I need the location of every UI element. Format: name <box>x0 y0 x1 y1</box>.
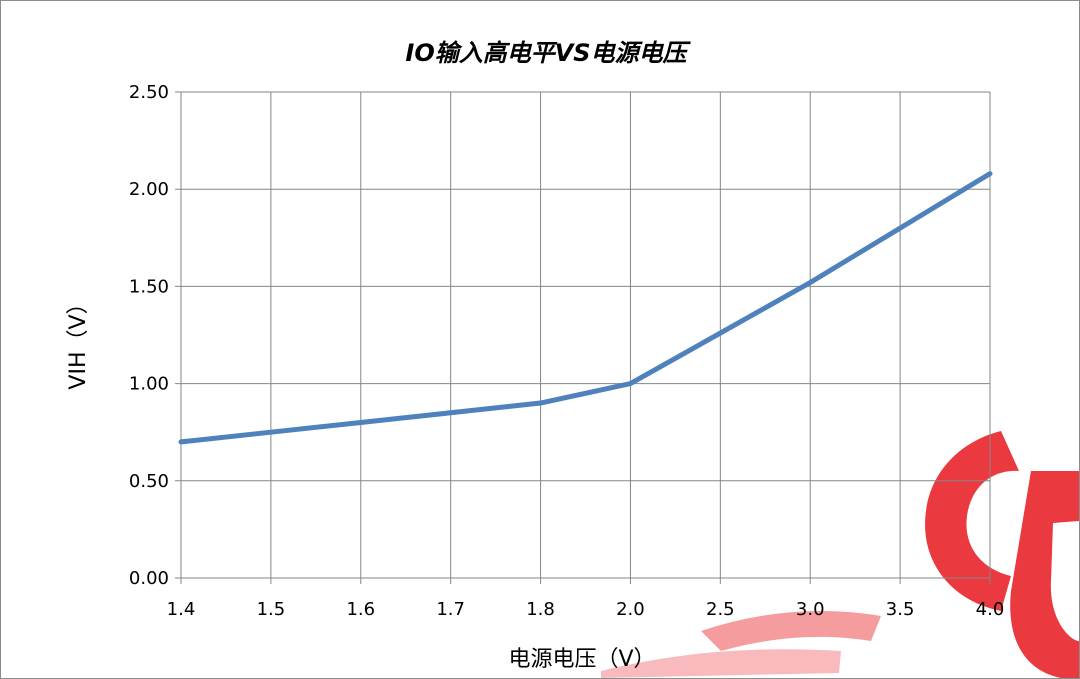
x-tick-label: 1.5 <box>257 599 286 620</box>
y-axis-ticks: 0.00 0.50 1.00 1.50 2.00 2.50 <box>129 82 169 589</box>
series-group <box>178 171 993 445</box>
x-axis-title: 电源电压（V） <box>508 647 655 672</box>
x-tick-label: 1.4 <box>167 599 196 620</box>
y-tick-label: 1.50 <box>129 276 169 297</box>
chart-title: IO输入高电平VS电源电压 <box>405 39 691 67</box>
grid-lines <box>175 91 991 584</box>
x-tick-label: 3.0 <box>796 599 825 620</box>
series-line <box>178 171 993 445</box>
x-tick-label: 1.7 <box>436 599 465 620</box>
y-axis-title: VIH（V） <box>66 292 91 389</box>
x-tick-label: 2.5 <box>706 599 735 620</box>
y-tick-label: 1.00 <box>129 374 169 395</box>
y-tick-label: 0.00 <box>129 568 169 589</box>
y-tick-label: 2.00 <box>129 179 169 200</box>
y-tick-label: 0.50 <box>129 471 169 492</box>
x-tick-label: 2.0 <box>616 599 645 620</box>
x-tick-label: 3.5 <box>886 599 915 620</box>
x-tick-label: 1.6 <box>346 599 375 620</box>
x-axis-ticks: 1.4 1.5 1.6 1.7 1.8 2.0 2.5 3.0 3.5 4.0 <box>167 599 1005 620</box>
y-tick-label: 2.50 <box>129 82 169 103</box>
x-tick-label: 4.0 <box>976 599 1005 620</box>
x-tick-label: 1.8 <box>526 599 555 620</box>
watermark-logo <box>601 431 1079 678</box>
